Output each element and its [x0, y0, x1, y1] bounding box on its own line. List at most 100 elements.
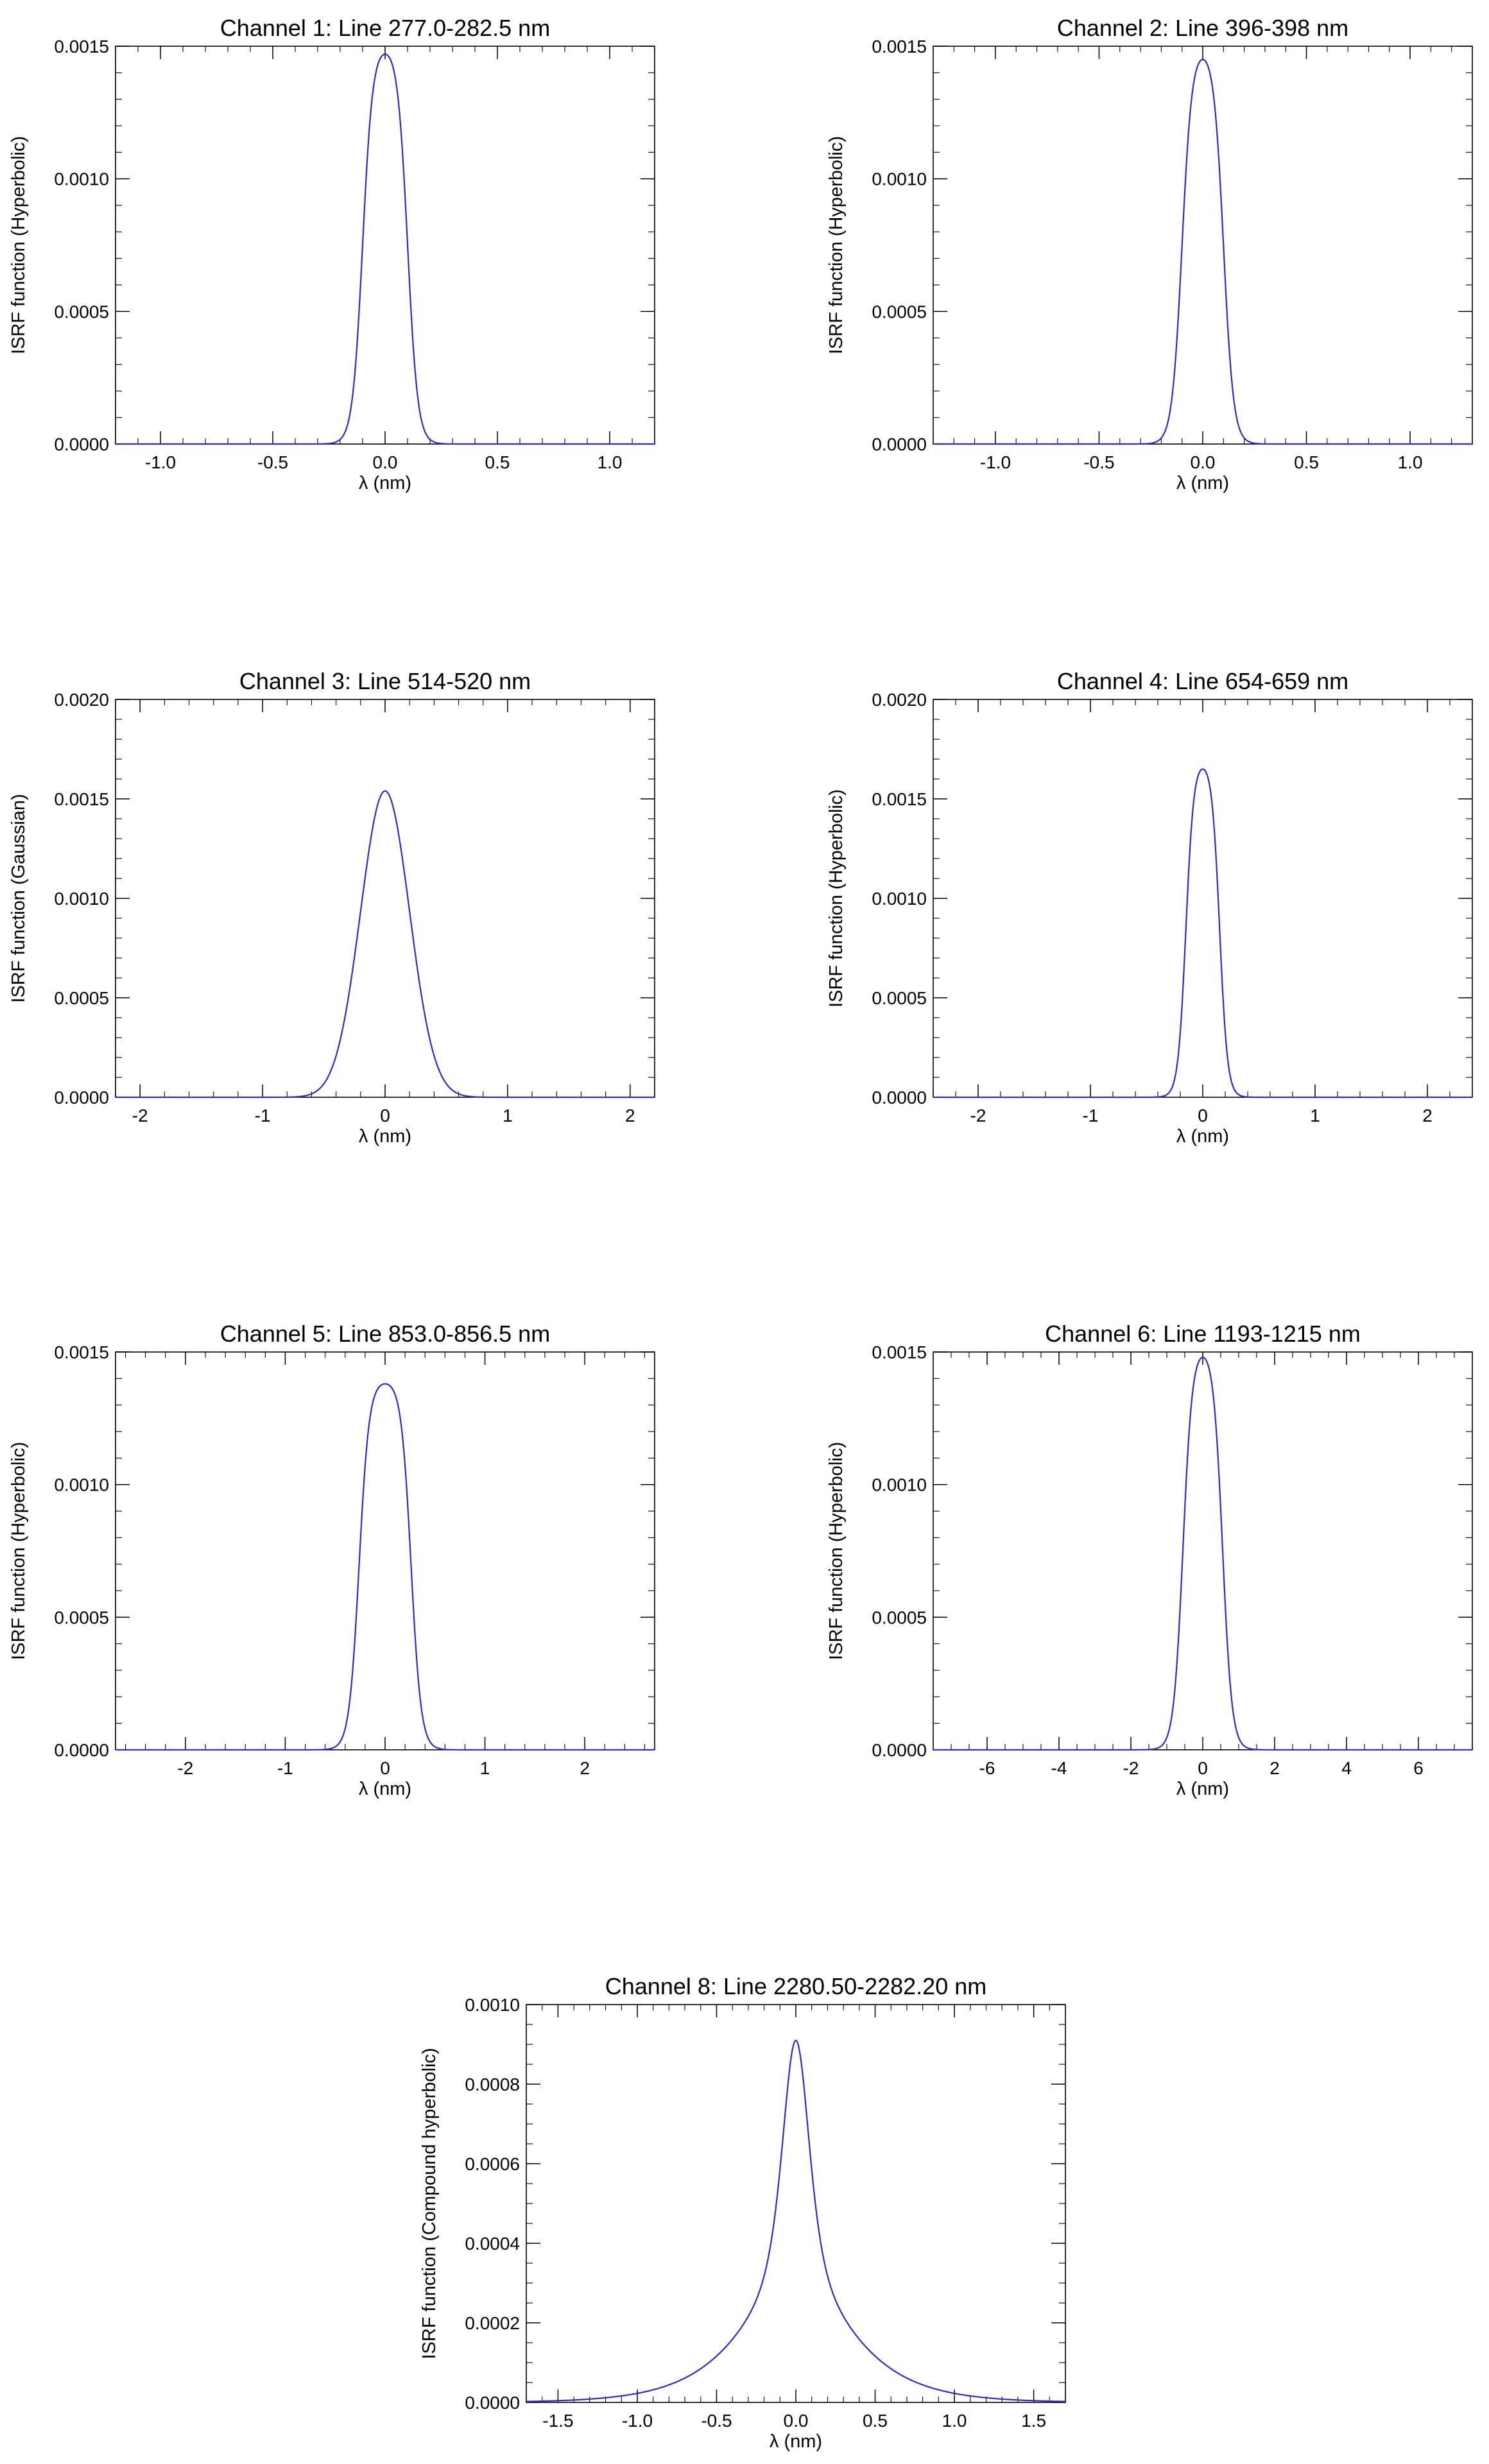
y-tick-label: 0.0005: [54, 988, 109, 1008]
y-tick-label: 0.0005: [54, 302, 109, 321]
y-tick-label: 0.0020: [54, 690, 109, 710]
x-tick-label: 0.5: [863, 2411, 888, 2431]
y-tick-label: 0.0015: [54, 1342, 109, 1362]
x-tick-label: 1: [503, 1106, 513, 1125]
y-tick-label: 0.0000: [872, 1740, 927, 1760]
y-tick-label: 0.0015: [54, 789, 109, 809]
chart-title: Channel 4: Line 654-659 nm: [1057, 668, 1348, 694]
x-tick-label: -1.5: [542, 2411, 573, 2431]
y-tick-label: 0.0000: [872, 434, 927, 454]
chart-panel-5: Channel 5: Line 853.0-856.5 nm -2 -1 0 1 2 0.0…: [8, 1321, 655, 1799]
x-tick-label: 1.5: [1021, 2411, 1046, 2431]
x-axis-label: λ (nm): [1176, 473, 1229, 493]
plot-frame: [526, 2004, 1066, 2403]
chart-panel-4: Channel 4: Line 654-659 nm -2 -1 0 1 2 0.0000 0…: [826, 668, 1473, 1147]
y-tick-label: 0.0015: [872, 789, 927, 809]
y-tick-label: 0.0015: [54, 37, 109, 56]
y-axis-label: ISRF function (Hyperbolic): [826, 136, 847, 354]
y-axis-label: ISRF function (Hyperbolic): [8, 1442, 29, 1660]
y-tick-label: 0.0000: [54, 434, 109, 454]
x-tick-label: 1.0: [942, 2411, 967, 2431]
x-tick-label: -1: [1083, 1106, 1099, 1125]
x-axis-label: λ (nm): [1176, 1126, 1229, 1147]
y-tick-label: 0.0010: [872, 1475, 927, 1495]
x-tick-label: 0: [380, 1758, 390, 1778]
x-tick-label: 1.0: [1398, 452, 1423, 472]
x-tick-label: 0.5: [485, 452, 510, 472]
y-tick-label: 0.0000: [54, 1740, 109, 1760]
x-tick-label: -1: [255, 1106, 271, 1125]
chart-panel-7: Channel 8: Line 2280.50-2282.20 nm -1.5 -1…: [419, 1973, 1066, 2452]
y-tick-label: 0.0010: [54, 889, 109, 909]
x-tick-label: -0.5: [701, 2411, 732, 2431]
y-tick-label: 0.0015: [872, 1342, 927, 1362]
y-tick-label: 0.0015: [872, 37, 927, 56]
x-tick-label: 0.0: [373, 452, 398, 472]
x-tick-label: 2: [1422, 1106, 1433, 1125]
plot-frame: [115, 46, 655, 445]
x-tick-label: 2: [1270, 1758, 1280, 1778]
chart-title: Channel 1: Line 277.0-282.5 nm: [220, 15, 550, 41]
x-axis-label: λ (nm): [359, 1779, 411, 1799]
x-tick-label: 1: [480, 1758, 490, 1778]
chart-title: Channel 3: Line 514-520 nm: [239, 668, 531, 694]
chart-title: Channel 8: Line 2280.50-2282.20 nm: [605, 1973, 986, 1999]
y-tick-label: 0.0000: [872, 1088, 927, 1108]
plot-frame: [933, 1351, 1473, 1750]
x-tick-label: -1.0: [980, 452, 1011, 472]
x-tick-label: 0.0: [1191, 452, 1216, 472]
y-tick-label: 0.0010: [465, 1995, 520, 2015]
y-tick-label: 0.0002: [465, 2313, 520, 2333]
y-tick-label: 0.0020: [872, 690, 927, 710]
plot-frame: [115, 1351, 655, 1750]
x-axis-label: λ (nm): [359, 473, 411, 493]
x-tick-label: -0.5: [1083, 452, 1114, 472]
series-line-1: [933, 768, 1472, 1099]
y-tick-label: 0.0006: [465, 2154, 520, 2174]
y-axis-label: ISRF function (Hyperbolic): [826, 789, 847, 1007]
x-tick-label: -1.0: [622, 2411, 653, 2431]
x-tick-label: 6: [1413, 1758, 1424, 1778]
plot-frame: [115, 699, 655, 1098]
y-axis-label: ISRF function (Hyperbolic): [826, 1442, 847, 1660]
x-tick-label: 0: [380, 1106, 390, 1125]
x-axis-label: λ (nm): [1176, 1779, 1229, 1799]
chart-title: Channel 6: Line 1193-1215 nm: [1045, 1321, 1361, 1347]
x-tick-label: -1: [277, 1758, 293, 1778]
chart-title: Channel 5: Line 853.0-856.5 nm: [220, 1321, 550, 1347]
x-tick-label: 1: [1310, 1106, 1320, 1125]
chart-title: Channel 2: Line 396-398 nm: [1057, 15, 1348, 41]
y-tick-label: 0.0005: [872, 1607, 927, 1627]
chart-panel-2: Channel 2: Line 396-398 nm -1.0 -0.5 0.0 0.5…: [826, 15, 1473, 493]
y-tick-label: 0.0000: [465, 2393, 520, 2413]
x-tick-label: 2: [625, 1106, 635, 1125]
x-tick-label: -0.5: [257, 452, 288, 472]
x-tick-label: -2: [1123, 1758, 1139, 1778]
x-tick-label: 1.0: [598, 452, 623, 472]
series-line-1: [526, 2039, 1066, 2402]
chart-panel-3: Channel 3: Line 514-520 nm -2 -1 0 1 2 0.0000 0…: [8, 668, 655, 1147]
chart-panel-1: Channel 1: Line 277.0-282.5 nm -1.0 -0.5 0.…: [8, 15, 655, 493]
chart-panel-6: Channel 6: Line 1193-1215 nm -6 -4 -2 0 2 4 6 0.…: [826, 1321, 1473, 1799]
x-tick-label: -2: [177, 1758, 193, 1778]
y-tick-label: 0.0005: [872, 302, 927, 321]
series-line-1: [116, 790, 655, 1099]
y-tick-label: 0.0010: [872, 169, 927, 189]
x-tick-label: 0.0: [784, 2411, 809, 2431]
x-tick-label: -4: [1051, 1758, 1067, 1778]
x-tick-label: -2: [970, 1106, 986, 1125]
y-axis-label: ISRF function (Hyperbolic): [8, 136, 29, 354]
plot-frame: [933, 699, 1473, 1098]
x-tick-label: 0: [1198, 1758, 1208, 1778]
series-line-1: [116, 53, 655, 445]
y-tick-label: 0.0010: [872, 889, 927, 909]
x-tick-label: 0: [1198, 1106, 1208, 1125]
x-tick-label: 0.5: [1294, 452, 1319, 472]
y-tick-label: 0.0010: [54, 169, 109, 189]
y-axis-label: ISRF function (Compound hyperbolic): [419, 2048, 440, 2359]
x-tick-label: 2: [580, 1758, 590, 1778]
x-tick-label: 4: [1341, 1758, 1352, 1778]
x-tick-label: -2: [132, 1106, 148, 1125]
y-tick-label: 0.0010: [54, 1475, 109, 1495]
x-tick-label: -1.0: [145, 452, 176, 472]
